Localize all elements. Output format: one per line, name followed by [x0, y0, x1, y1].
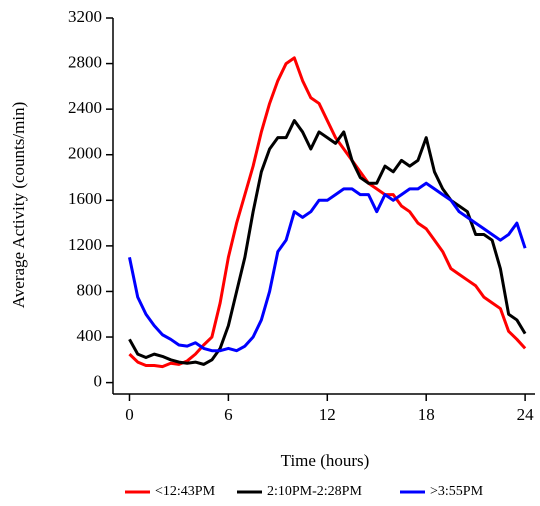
y-tick-label: 2800: [68, 52, 102, 71]
y-tick-label: 2400: [68, 98, 102, 117]
x-axis-label: Time (hours): [281, 451, 370, 470]
x-tick-label: 12: [319, 405, 336, 424]
y-tick-label: 1200: [68, 235, 102, 254]
y-tick-label: 400: [77, 326, 103, 345]
x-tick-label: 18: [418, 405, 435, 424]
data-line: [128, 119, 527, 366]
x-tick-label: 24: [517, 405, 535, 424]
data-line: [128, 56, 527, 369]
y-axis-label: Average Activity (counts/min): [9, 102, 28, 308]
x-tick-label: 6: [224, 405, 233, 424]
legend-label: <12:43PM: [155, 484, 216, 499]
legend-label: >3:55PM: [430, 484, 484, 499]
x-tick-label: 0: [125, 405, 134, 424]
legend-label: 2:10PM-2:28PM: [267, 484, 362, 499]
y-tick-label: 2000: [68, 144, 102, 163]
y-tick-label: 1600: [68, 189, 102, 208]
y-tick-label: 3200: [68, 7, 102, 26]
data-line: [128, 181, 527, 353]
y-tick-label: 0: [94, 372, 103, 391]
y-tick-label: 800: [77, 280, 103, 299]
